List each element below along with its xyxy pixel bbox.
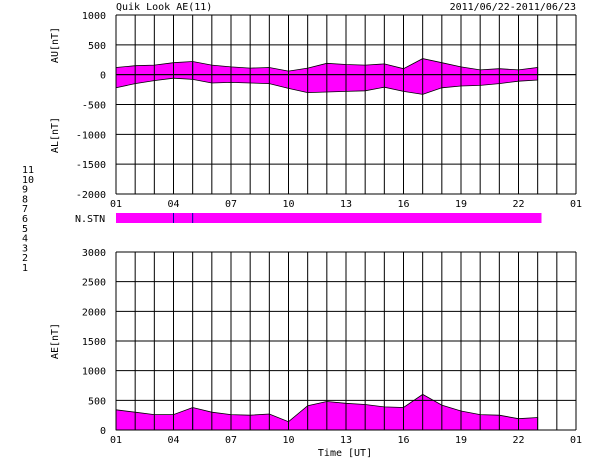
x-tick-label: 07 [225, 435, 237, 446]
x-tick-label: 22 [512, 199, 524, 210]
y-tick-label: -1500 [76, 160, 106, 171]
x-tick-label: 04 [167, 435, 179, 446]
ae-y-tick-labels: 3000 2500 2000 1500 1000 500 0 [82, 248, 106, 437]
n-stn-label: N.STN [75, 214, 105, 225]
au-al-y-tick-labels: 1000 500 0 -500 -1000 -1500 -2000 [76, 11, 106, 201]
y-tick-label: 0 [100, 426, 106, 437]
legend-number: 4 [22, 234, 28, 245]
legend-number: 9 [22, 185, 28, 196]
y-tick-label: 1000 [82, 367, 106, 378]
y-tick-label: 1000 [82, 11, 106, 22]
ae-axis-label: AE[nT] [50, 323, 61, 359]
date-range: 2011/06/22-2011/06/23 [450, 2, 576, 13]
x-tick-label: 07 [225, 199, 237, 210]
ae-x-tick-labels: 01 04 07 10 13 16 19 22 01 [110, 435, 582, 446]
y-tick-label: 3000 [82, 248, 106, 259]
au-al-grid [115, 14, 577, 195]
y-tick-label: 500 [88, 41, 106, 52]
y-tick-label: -500 [82, 101, 106, 112]
chart-title: Quik Look AE(11) [116, 2, 212, 13]
legend-number: 1 [22, 263, 28, 274]
y-tick-label: -1000 [76, 130, 106, 141]
y-tick-label: -2000 [76, 190, 106, 201]
legend-number: 11 [22, 165, 34, 176]
al-axis-label: AL[nT] [50, 117, 61, 153]
x-tick-label: 16 [397, 435, 409, 446]
au-al-panel: 1000 500 0 -500 -1000 -1500 -2000 01 04 07 10 13 16… [50, 11, 582, 210]
y-tick-label: 0 [100, 71, 106, 82]
x-tick-label: 04 [167, 199, 179, 210]
n-stn-bar [116, 213, 542, 223]
x-tick-label: 19 [455, 199, 467, 210]
ae-panel: 3000 2500 2000 1500 1000 500 0 01 04 07 10 13 16 19 2… [50, 248, 582, 459]
y-tick-label: 2000 [82, 307, 106, 318]
x-tick-label: 22 [512, 435, 524, 446]
x-tick-label: 01 [570, 435, 582, 446]
n-stn-fill [116, 213, 542, 223]
x-tick-label: 13 [340, 199, 352, 210]
legend-number: 3 [22, 243, 28, 254]
legend-number: 5 [22, 224, 28, 235]
au-al-x-tick-labels: 01 04 07 10 13 16 19 22 01 [110, 199, 582, 210]
legend-number: 7 [22, 204, 28, 215]
x-tick-label: 10 [282, 199, 294, 210]
n-stn-strip: N.STN [75, 213, 542, 225]
x-tick-label: 16 [397, 199, 409, 210]
legend-number: 8 [22, 194, 28, 205]
y-tick-label: 1500 [82, 337, 106, 348]
legend-number: 2 [22, 253, 28, 264]
x-tick-label: 01 [110, 199, 122, 210]
x-tick-label: 01 [110, 435, 122, 446]
y-tick-label: 500 [88, 396, 106, 407]
x-tick-label: 13 [340, 435, 352, 446]
x-tick-label: 01 [570, 199, 582, 210]
x-axis-label: Time [UT] [318, 448, 372, 459]
legend-number: 10 [22, 175, 34, 186]
ae-grid [115, 251, 577, 431]
legend-number: 6 [22, 214, 28, 225]
y-tick-label: 2500 [82, 278, 106, 289]
au-axis-label: AU[nT] [50, 27, 61, 63]
x-tick-label: 10 [282, 435, 294, 446]
x-tick-label: 19 [455, 435, 467, 446]
